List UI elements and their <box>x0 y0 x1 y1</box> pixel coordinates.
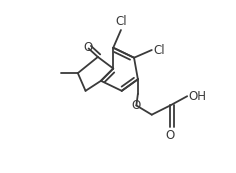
Text: Cl: Cl <box>115 15 127 29</box>
Text: Cl: Cl <box>153 44 165 57</box>
Text: O: O <box>166 129 175 142</box>
Text: O: O <box>132 99 141 112</box>
Text: OH: OH <box>189 90 207 103</box>
Text: O: O <box>83 41 93 54</box>
